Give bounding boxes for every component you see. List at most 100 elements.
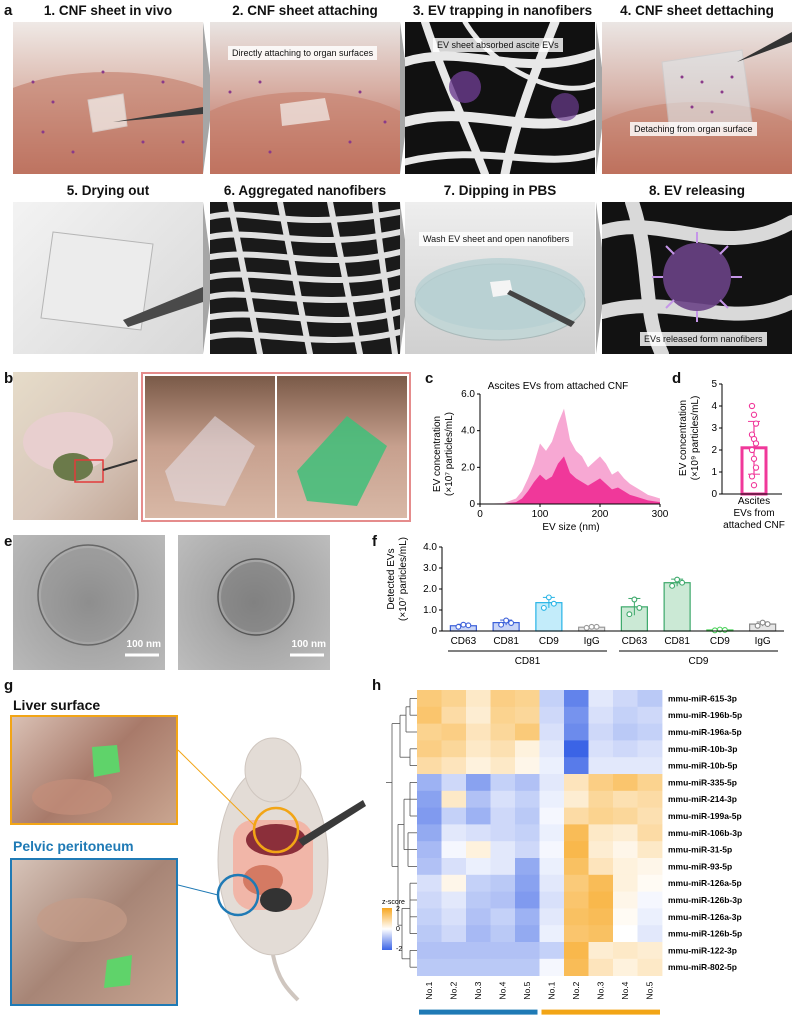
step-7-title: 7. Dipping in PBS [443, 183, 557, 198]
chart-c-title: Ascites EVs from attached CNF [488, 381, 629, 392]
heatmap-cell [588, 706, 614, 724]
heatmap-column-label: No.3 [473, 981, 483, 999]
heatmap-cell [539, 891, 565, 909]
heatmap-cell [466, 790, 491, 808]
heatmap-cell [637, 908, 663, 926]
heatmap-cell [588, 824, 614, 842]
heatmap-cell [637, 824, 663, 842]
heatmap-cell [588, 891, 614, 909]
heatmap-cell [441, 740, 467, 758]
heatmap-cell [441, 958, 467, 976]
heatmap-cell [539, 690, 565, 708]
heatmap-cell [417, 706, 442, 724]
heatmap-cell [417, 841, 442, 859]
chart-d-point [748, 446, 756, 454]
chart-d-point [750, 455, 758, 462]
heatmap-cell [564, 858, 589, 876]
heatmap-cell [613, 807, 638, 825]
heatmap-cell [490, 942, 516, 960]
heatmap-cell [613, 891, 638, 909]
chart-d-point [752, 420, 760, 427]
step-3-caption: EV sheet absorbed ascite EVs [433, 38, 563, 52]
chart-f-point [550, 600, 557, 607]
heatmap-row-label: mmu-miR-10b-5p [668, 761, 737, 771]
chart-d-ytick-label: 0 [711, 489, 717, 500]
chart-f-group-label: CD9 [688, 656, 708, 667]
chart-f-category-label: CD63 [451, 636, 477, 647]
heatmap-cell [539, 774, 565, 792]
heatmap-row-label: mmu-miR-126b-5p [668, 929, 742, 939]
heatmap-cell [466, 690, 491, 708]
chart-f-ytick-label: 2.0 [423, 584, 437, 595]
heatmap-cell [490, 891, 516, 909]
heatmap-cell [564, 757, 589, 775]
heatmap-cell [515, 908, 540, 926]
heatmap-cell [564, 874, 589, 892]
heatmap-cell [417, 874, 442, 892]
heatmap-cell [466, 706, 491, 724]
step-3-title: 3. EV trapping in nanofibers [412, 3, 593, 18]
chart-c-error-area [480, 408, 660, 504]
chart-f-group-label: CD81 [515, 656, 541, 667]
scalebar-left-label: 100 nm [126, 639, 161, 650]
step-6-image [210, 202, 400, 354]
chart-f-point [503, 617, 510, 624]
panel-label-e: e [4, 533, 13, 550]
heatmap-column-label: No.3 [596, 981, 606, 999]
panel-label-g: g [4, 677, 14, 694]
chart-f-point [593, 623, 600, 630]
heatmap-cell [441, 690, 467, 708]
heatmap-cell [637, 841, 663, 859]
heatmap-cell [515, 925, 540, 943]
heatmap-cell [613, 740, 638, 758]
chart-f-ytick-label: 1.0 [423, 605, 437, 616]
heatmap-cell [490, 723, 516, 741]
liver-photo [10, 715, 178, 825]
heatmap-cell [417, 858, 442, 876]
heatmap-cell [588, 942, 614, 960]
chart-d-point [750, 482, 758, 489]
heatmap-cell [466, 740, 491, 758]
heatmap-cell [490, 774, 516, 792]
heatmap-cell [417, 925, 442, 943]
heatmap-cell [515, 690, 540, 708]
heatmap-cell [441, 841, 467, 859]
heatmap-cell [588, 958, 614, 976]
chart-f-category-label: CD81 [664, 636, 690, 647]
heatmap-row-label: mmu-miR-126b-3p [668, 895, 742, 905]
heatmap-legend-bar [382, 908, 392, 950]
heatmap-cell [637, 757, 663, 775]
heatmap-cell [588, 925, 614, 943]
heatmap-row-label: mmu-miR-126a-5p [668, 878, 742, 888]
chart-f: Detected EVs (×10⁷ particles/mL) CD63 CD8… [386, 537, 784, 667]
chart-f-point [631, 596, 638, 603]
heatmap-cell [539, 958, 565, 976]
chart-d-ytick-label: 5 [711, 379, 717, 390]
heatmap-cell [637, 690, 663, 708]
chart-f-ylabel-2: (×10⁷ particles/mL) [398, 537, 409, 621]
heatmap-row-label: mmu-miR-802-5p [668, 962, 737, 972]
chart-f-point [583, 624, 590, 631]
heatmap-cell [441, 858, 467, 876]
chart-f-point [508, 620, 515, 626]
chart-f-point [588, 623, 595, 630]
heatmap-cell [588, 908, 614, 926]
heatmap-cell [637, 942, 663, 960]
heatmap-dendrogram [386, 697, 417, 968]
chart-c-mean-area [480, 456, 660, 504]
chart-f-point [764, 621, 771, 628]
heatmap-cell [613, 908, 638, 926]
chart-c-ytick-label: 0 [469, 499, 475, 510]
heatmap-cell [490, 807, 516, 825]
chart-f-point [754, 622, 761, 629]
heatmap-cell [637, 874, 663, 892]
zoom-photo-annotated [277, 376, 407, 518]
heatmap-cell [515, 774, 540, 792]
heatmap-cell [564, 942, 589, 960]
heatmap-cell [613, 874, 638, 892]
heatmap-row-label: mmu-miR-214-3p [668, 794, 737, 804]
heatmap-cell [441, 925, 467, 943]
heatmap-row-label: mmu-miR-196b-5p [668, 710, 742, 720]
tem-image-right: 100 nm [178, 535, 330, 670]
heatmap-cell [490, 740, 516, 758]
